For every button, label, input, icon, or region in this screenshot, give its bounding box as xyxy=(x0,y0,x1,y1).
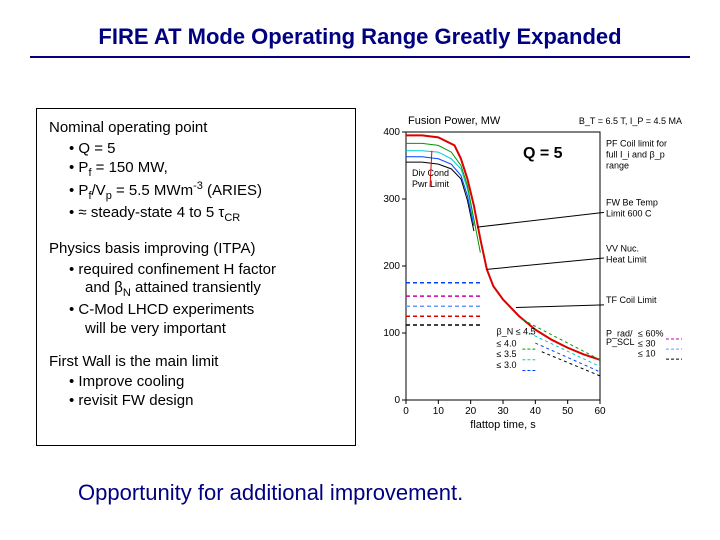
svg-text:≤ 30: ≤ 30 xyxy=(638,338,655,348)
svg-text:≤ 3.0: ≤ 3.0 xyxy=(497,360,517,370)
svg-text:10: 10 xyxy=(433,406,445,417)
svg-text:200: 200 xyxy=(383,261,400,272)
svg-text:400: 400 xyxy=(383,127,400,138)
svg-text:≤ 60%: ≤ 60% xyxy=(638,328,663,338)
physics-item-0b: and βN attained transiently xyxy=(85,279,343,301)
svg-text:≤ 3.5: ≤ 3.5 xyxy=(497,349,517,359)
svg-text:50: 50 xyxy=(562,406,574,417)
svg-text:range: range xyxy=(606,161,629,171)
physics-item-1b: will be very important xyxy=(85,320,343,339)
text-box: Nominal operating point • Q = 5 • Pf = 1… xyxy=(36,108,356,446)
firstwall-item-1: • revisit FW design xyxy=(69,392,343,411)
nominal-item-2: • Pf/Vp = 5.5 MWm-3 (ARIES) xyxy=(69,180,343,204)
bottom-text: Opportunity for additional improvement. xyxy=(78,480,463,506)
nominal-item-3: • ≈ steady-state 4 to 5 τCR xyxy=(69,204,343,226)
physics-item-1: • C-Mod LHCD experiments xyxy=(69,301,343,320)
svg-text:B_T = 6.5 T, I_P = 4.5 MA: B_T = 6.5 T, I_P = 4.5 MA xyxy=(579,116,682,126)
svg-text:β_N ≤ 4.5: β_N ≤ 4.5 xyxy=(497,326,536,336)
svg-text:≤ 4.0: ≤ 4.0 xyxy=(497,338,517,348)
physics-block: Physics basis improving (ITPA) • require… xyxy=(49,240,343,339)
svg-text:Heat Limit: Heat Limit xyxy=(606,254,647,264)
svg-text:≤ 10: ≤ 10 xyxy=(638,348,655,358)
firstwall-heading: First Wall is the main limit xyxy=(49,353,343,372)
svg-text:300: 300 xyxy=(383,194,400,205)
svg-text:TF Coil Limit: TF Coil Limit xyxy=(606,295,657,305)
nominal-item-0: • Q = 5 xyxy=(69,140,343,159)
svg-text:0: 0 xyxy=(403,406,409,417)
firstwall-block: First Wall is the main limit • Improve c… xyxy=(49,353,343,411)
svg-text:full I_i and β_p: full I_i and β_p xyxy=(606,150,665,160)
svg-text:40: 40 xyxy=(530,406,542,417)
svg-text:PF Coil limit for: PF Coil limit for xyxy=(606,139,667,149)
physics-item-0: • required confinement H factor xyxy=(69,261,343,280)
svg-text:30: 30 xyxy=(497,406,509,417)
chart: 0 10 20 30 40 50 60 0 100 200 300 400 flattop time, … xyxy=(370,108,686,438)
nominal-block: Nominal operating point • Q = 5 • Pf = 1… xyxy=(49,119,343,226)
svg-text:0: 0 xyxy=(394,395,400,406)
svg-text:FW Be Temp: FW Be Temp xyxy=(606,198,658,208)
nominal-item-1: • Pf = 150 MW, xyxy=(69,159,343,181)
svg-text:Fusion Power, MW: Fusion Power, MW xyxy=(408,115,501,127)
svg-text:flattop time, s: flattop time, s xyxy=(470,419,536,431)
firstwall-item-0: • Improve cooling xyxy=(69,373,343,392)
svg-text:P_SCL: P_SCL xyxy=(606,337,635,347)
svg-text:60: 60 xyxy=(594,406,606,417)
physics-heading: Physics basis improving (ITPA) xyxy=(49,240,343,259)
svg-text:20: 20 xyxy=(465,406,477,417)
svg-text:VV Nuc.: VV Nuc. xyxy=(606,243,639,253)
title-underline xyxy=(30,56,690,58)
svg-text:100: 100 xyxy=(383,328,400,339)
svg-text:Limit 600 C: Limit 600 C xyxy=(606,209,652,219)
nominal-heading: Nominal operating point xyxy=(49,119,343,138)
page-title: FIRE AT Mode Operating Range Greatly Exp… xyxy=(0,24,720,50)
